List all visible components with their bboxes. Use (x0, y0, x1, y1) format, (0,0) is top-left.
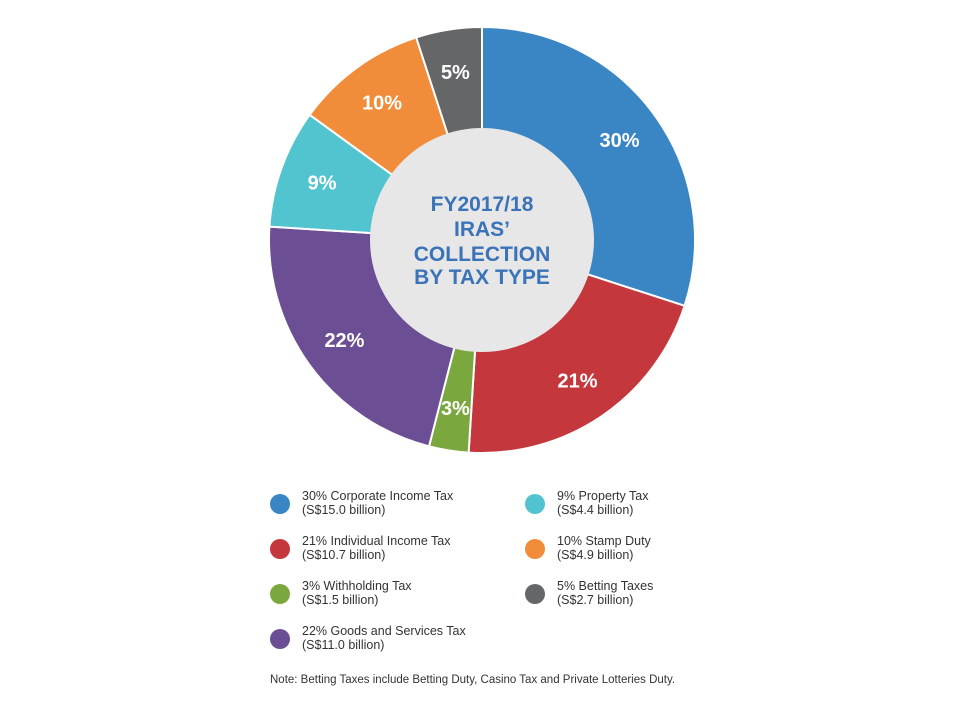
legend-label-line-1: 5% Betting Taxes (557, 579, 654, 593)
legend-item: 3% Withholding Tax (S$1.5 billion) (270, 579, 525, 617)
legend-label-line-1: 22% Goods and Services Tax (302, 624, 466, 638)
slice-label-21pct: 21% (558, 371, 598, 393)
legend-label: 30% Corporate Income Tax (S$15.0 billion) (302, 489, 453, 517)
legend-item: 10% Stamp Duty (S$4.9 billion) (525, 534, 730, 572)
legend-label-line-2: (S$11.0 billion) (302, 638, 385, 652)
chart-title-line-2: IRAS’ (454, 218, 510, 241)
legend-item: 9% Property Tax (S$4.4 billion) (525, 489, 730, 527)
slice-label-30pct: 30% (600, 130, 640, 152)
legend-item: 22% Goods and Services Tax (S$11.0 billio… (270, 624, 525, 662)
legend-label: 9% Property Tax (S$4.4 billion) (557, 489, 648, 517)
legend-label: 21% Individual Income Tax (S$10.7 billion… (302, 534, 450, 562)
legend-label-line-2: (S$4.9 billion) (557, 548, 634, 562)
slice-label-5pct: 5% (441, 62, 470, 84)
legend-label-line-2: (S$15.0 billion) (302, 503, 386, 517)
legend-swatch (270, 584, 290, 604)
slice-labels: 30% 21% 3% 22% 9% 10% 5% (308, 62, 640, 420)
legend-swatch (525, 494, 545, 514)
legend-swatch (270, 539, 290, 559)
legend-label-line-2: (S$1.5 billion) (302, 593, 379, 607)
legend-label-line-2: (S$10.7 billion) (302, 548, 386, 562)
legend-item: 5% Betting Taxes (S$2.7 billion) (525, 579, 730, 617)
slice-label-9pct: 9% (308, 172, 337, 194)
legend-label-line-1: 10% Stamp Duty (557, 534, 651, 548)
legend-label-line-1: 9% Property Tax (557, 489, 649, 503)
chart-title-line-3: COLLECTION (414, 243, 551, 266)
legend-swatch (525, 584, 545, 604)
legend: 30% Corporate Income Tax (S$15.0 billion)… (270, 489, 730, 662)
footnote: Note: Betting Taxes include Betting Duty… (270, 674, 676, 686)
chart-title-line-4: BY TAX TYPE (414, 266, 550, 289)
legend-label-line-2: (S$2.7 billion) (557, 593, 634, 607)
legend-item: 21% Individual Income Tax (S$10.7 billion… (270, 534, 525, 572)
donut-chart: FY2017/18 IRAS’ COLLECTION BY TAX TYPE 3… (268, 25, 696, 454)
slice-label-10pct: 10% (362, 92, 402, 114)
legend-label: 5% Betting Taxes (S$2.7 billion) (557, 579, 653, 607)
legend-label: 10% Stamp Duty (S$4.9 billion) (557, 534, 651, 562)
legend-label: 22% Goods and Services Tax (S$11.0 billio… (302, 624, 466, 652)
donut-center-hole (370, 128, 594, 352)
legend-item: 30% Corporate Income Tax (S$15.0 billion) (270, 489, 525, 527)
chart-title: FY2017/18 IRAS’ COLLECTION BY TAX TYPE (414, 193, 551, 289)
legend-label-line-2: (S$4.4 billion) (557, 503, 634, 517)
legend-swatch (270, 494, 290, 514)
chart-title-line-1: FY2017/18 (431, 193, 534, 216)
legend-label-line-1: 30% Corporate Income Tax (302, 489, 454, 503)
legend-label-line-1: 21% Individual Income Tax (302, 534, 451, 548)
legend-swatch (525, 539, 545, 559)
slice-label-3pct: 3% (441, 398, 470, 420)
legend-swatch (270, 629, 290, 649)
legend-label: 3% Withholding Tax (S$1.5 billion) (302, 579, 412, 607)
legend-label-line-1: 3% Withholding Tax (302, 579, 412, 593)
slice-label-22pct: 22% (324, 330, 364, 352)
